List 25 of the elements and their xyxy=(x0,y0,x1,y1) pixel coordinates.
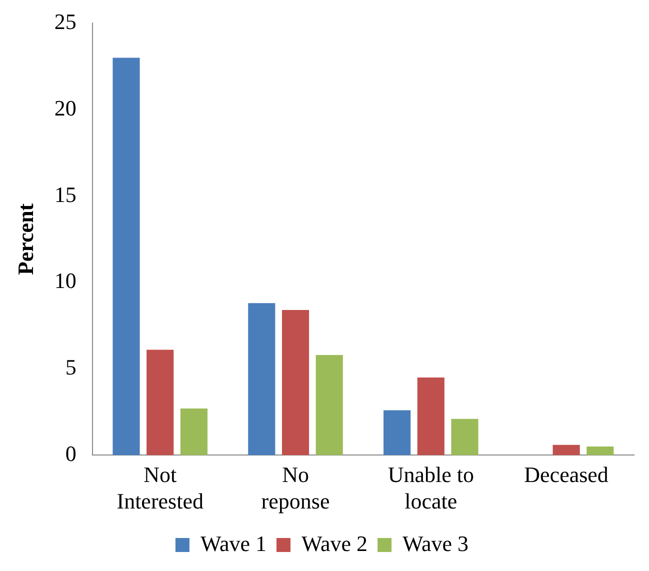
bar xyxy=(282,310,310,456)
legend-label: Wave 1 xyxy=(200,530,266,556)
y-tick-label: 15 xyxy=(54,182,76,207)
bar xyxy=(586,446,614,456)
bar xyxy=(384,410,411,456)
x-tick-label: Unable to locate xyxy=(388,462,474,514)
x-tick-label: Deceased xyxy=(524,462,608,488)
y-tick-label: 25 xyxy=(54,8,76,34)
bar xyxy=(451,418,478,456)
y-tick-label: 0 xyxy=(65,440,76,466)
bar xyxy=(417,377,444,456)
y-axis-title: Percent xyxy=(12,202,38,276)
y-tick-label: 5 xyxy=(65,354,76,380)
bar xyxy=(552,444,580,456)
bar xyxy=(180,408,208,456)
legend-label: Wave 2 xyxy=(301,530,368,556)
x-tick-label: Not Interested xyxy=(116,462,204,514)
x-tick-label: No reponse xyxy=(261,462,330,514)
bar xyxy=(248,303,276,456)
y-tick-label: 10 xyxy=(54,268,76,294)
bar xyxy=(112,58,140,456)
legend-label: Wave 3 xyxy=(402,530,469,556)
bar xyxy=(146,350,174,456)
bar xyxy=(316,354,343,456)
y-tick-label: 20 xyxy=(54,95,76,120)
